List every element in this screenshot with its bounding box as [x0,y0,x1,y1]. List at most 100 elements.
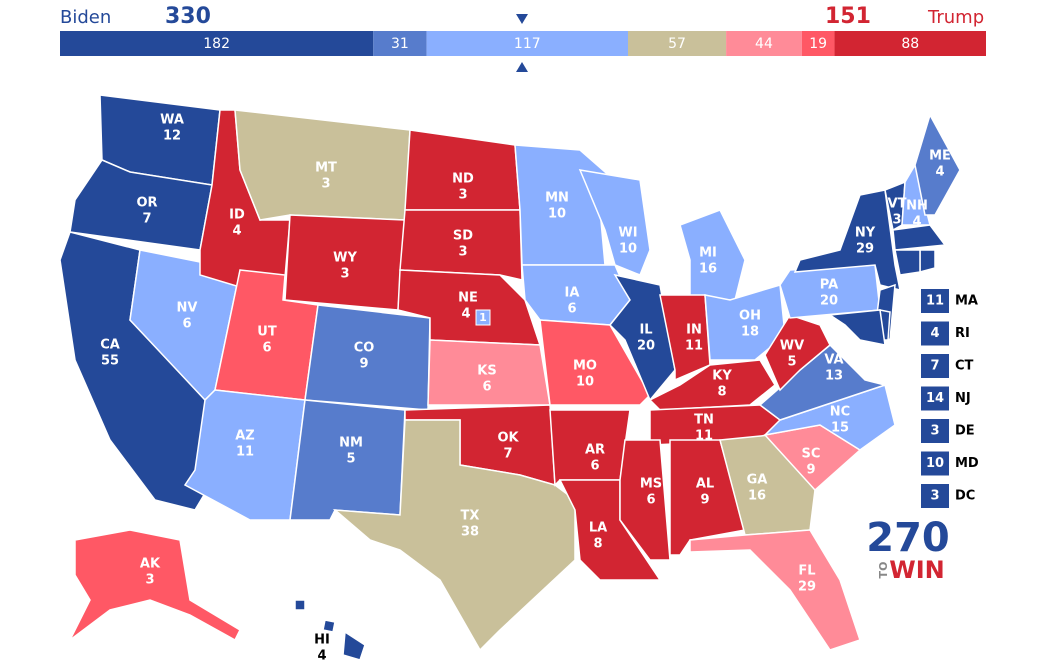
small-state-box [921,451,949,476]
state-abbr: FL [798,564,815,579]
state-votes: 9 [359,357,368,372]
state-abbr: WA [160,113,184,128]
state-shape [539,319,651,406]
logo-number: 270 [866,515,950,561]
segment-label: 19 [809,36,827,52]
state-shape [689,529,861,651]
state-votes: 55 [101,354,119,369]
state-abbr: AZ [235,429,255,444]
state-abbr: OK [497,431,519,446]
state-votes: 6 [482,380,491,395]
segment-label: 44 [755,36,773,52]
state-shape [69,529,241,642]
small-state-abbr: MA [955,294,978,309]
threshold-arrow [516,14,528,24]
state-abbr: OR [136,196,157,211]
small-state-box [921,419,949,443]
small-state-box [921,321,949,346]
state-abbr: NE [458,291,478,306]
state-abbr: PA [820,278,838,293]
state-votes: 5 [346,452,355,467]
segment-label: 31 [391,36,409,52]
state-abbr: NM [339,436,363,451]
small-state-abbr: CT [955,359,974,374]
state-votes: 10 [548,207,566,222]
state-votes: 7 [503,447,512,462]
state-votes: 9 [700,493,709,508]
state-abbr: MN [545,191,569,206]
state-shape [914,113,961,216]
state-votes: 3 [458,188,467,203]
state-abbr: VA [824,353,843,368]
state-abbr: ME [929,149,951,164]
state-shape [659,294,711,382]
state-abbr: SC [802,447,821,462]
small-state-abbr: NJ [955,391,971,406]
state-abbr: MI [699,246,717,261]
state-abbr: KY [712,369,732,384]
small-state-votes: 4 [930,326,939,341]
state-abbr: ND [452,172,474,187]
state-shape [892,224,947,251]
state-votes: 16 [699,262,717,277]
state-abbr: MS [640,477,662,492]
state-votes: 4 [912,215,921,230]
state-votes: 9 [806,463,815,478]
state-abbr: IA [565,286,580,301]
state-abbr: CO [354,341,375,356]
state-abbr: TX [461,509,480,524]
small-state-box [921,289,949,313]
state-votes: 11 [685,339,703,354]
segment-label: 117 [514,36,541,52]
state-shape [919,249,936,273]
state-votes: 6 [646,493,655,508]
state-votes: 11 [695,429,713,444]
small-state-votes: 3 [930,489,939,504]
state-abbr: IN [686,323,702,338]
state-shape [322,619,336,633]
state-abbr: GA [747,473,768,488]
bar-segment [834,31,986,56]
state-votes: 8 [593,537,602,552]
state-shape [719,434,816,536]
state-abbr: CA [100,338,120,353]
state-shape [399,209,523,281]
logo-word: WIN [889,556,945,584]
state-abbr: WI [618,226,637,241]
state-shape [578,169,651,276]
state-abbr: IL [639,323,652,338]
state-shape [894,249,921,276]
state-abbr: NY [855,226,876,241]
small-state-votes: 7 [930,359,939,374]
state-abbr: ID [229,208,245,223]
small-state-abbr: RI [955,326,970,341]
state-votes: 4 [232,224,241,239]
state-votes: 10 [576,375,594,390]
left-name: Biden [60,7,111,28]
state-votes: 3 [321,177,330,192]
small-state-box [921,484,949,508]
small-state-abbr: DE [955,424,975,439]
state-votes: 20 [637,339,655,354]
state-abbr: WV [780,339,804,354]
district-box [475,309,491,326]
state-votes: 4 [317,649,326,664]
state-abbr: AK [140,557,161,572]
bar-segment [373,31,427,56]
state-votes: 13 [825,369,843,384]
small-state-abbr: DC [955,489,975,504]
state-abbr: KS [477,364,496,379]
segment-label: 57 [668,36,686,52]
state-votes: 16 [748,489,766,504]
state-votes: 15 [831,421,849,436]
state-votes: 4 [935,165,944,180]
state-votes: 29 [856,242,874,257]
state-abbr: LA [589,521,607,536]
state-abbr: OH [739,309,761,324]
state-abbr: TN [694,413,714,428]
state-abbr: VT [888,197,907,212]
state-votes: 6 [262,341,271,356]
small-state-votes: 3 [930,424,939,439]
